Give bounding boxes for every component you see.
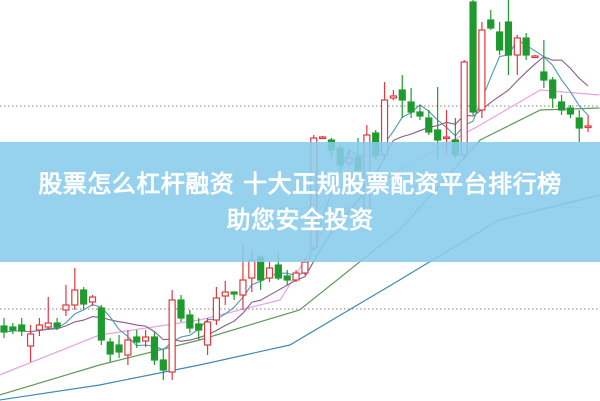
candle-up xyxy=(478,29,486,111)
candle-down xyxy=(195,323,203,331)
candle-down xyxy=(487,19,495,29)
candle-down xyxy=(434,129,442,141)
moving-average-line xyxy=(0,107,600,396)
candle-down xyxy=(504,21,513,56)
candle-up xyxy=(168,299,176,373)
candle-up xyxy=(203,321,212,346)
candle-up xyxy=(531,55,539,59)
candle-down xyxy=(522,37,530,56)
candle-down xyxy=(133,336,141,343)
candle-down xyxy=(469,1,477,113)
candle-down xyxy=(230,291,238,295)
banner-title-line-1: 股票怎么杠杆融资 十大正规股票配资平台排行榜 xyxy=(38,170,562,198)
candle-down xyxy=(0,325,8,333)
candle-down xyxy=(407,101,415,113)
candle-down xyxy=(496,31,504,51)
candle-down xyxy=(177,299,185,319)
candle-down xyxy=(425,117,433,133)
candle-up xyxy=(292,272,300,281)
title-banner: 股票怎么杠杆融资 十大正规股票配资平台排行榜 助您安全投资 xyxy=(0,142,600,262)
candle-down xyxy=(159,359,167,371)
candle-down xyxy=(97,307,105,341)
candle-down xyxy=(53,322,61,328)
candle-down xyxy=(80,289,88,305)
candle-down xyxy=(540,71,548,81)
candle-down xyxy=(186,314,194,329)
candle-down xyxy=(150,336,159,361)
candle-up xyxy=(212,297,220,321)
candle-down xyxy=(566,107,575,115)
banner-title-line-2: 助您安全投资 xyxy=(226,206,374,234)
candle-down xyxy=(549,79,557,99)
candle-up xyxy=(26,333,35,347)
candle-up xyxy=(389,95,397,99)
candle-down xyxy=(9,326,17,331)
candle-down xyxy=(18,324,26,332)
candle-up xyxy=(62,304,70,311)
candle-down xyxy=(398,89,406,101)
candle-up xyxy=(319,136,327,140)
candle-down xyxy=(416,111,424,117)
candle-up xyxy=(142,336,150,342)
candle-up xyxy=(71,289,79,306)
candle-up xyxy=(124,339,132,356)
candle-down xyxy=(557,101,566,111)
candle-up xyxy=(265,267,274,279)
candle-up xyxy=(88,296,97,303)
candle-down xyxy=(575,117,583,129)
candle-up xyxy=(301,261,309,274)
candle-up xyxy=(442,136,451,140)
candle-down xyxy=(115,344,123,353)
candle-up xyxy=(221,291,229,297)
candle-up xyxy=(35,324,44,331)
candle-up xyxy=(239,279,247,296)
candle-up xyxy=(248,259,256,279)
candle-down xyxy=(106,341,114,355)
candle-down xyxy=(274,264,282,279)
candle-up xyxy=(584,125,592,129)
candle-down xyxy=(283,275,291,281)
candle-up xyxy=(44,322,52,328)
candle-up xyxy=(513,37,521,56)
